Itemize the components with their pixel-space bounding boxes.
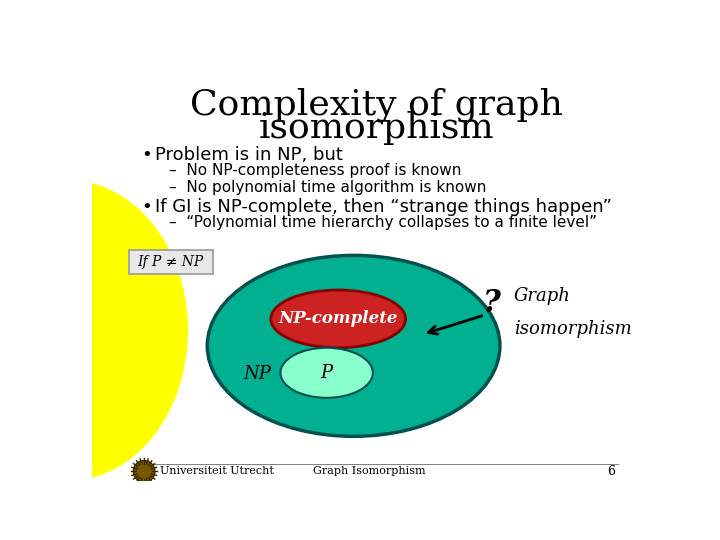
- Text: Graph: Graph: [514, 287, 571, 305]
- Text: If GI is NP-complete, then “strange things happen”: If GI is NP-complete, then “strange thin…: [155, 198, 612, 216]
- Ellipse shape: [281, 348, 373, 398]
- Text: –  “Polynomial time hierarchy collapses to a finite level”: – “Polynomial time hierarchy collapses t…: [168, 215, 597, 230]
- Ellipse shape: [133, 461, 155, 482]
- FancyBboxPatch shape: [129, 249, 212, 274]
- Text: •: •: [141, 198, 152, 216]
- Text: NP-complete: NP-complete: [279, 310, 398, 327]
- Ellipse shape: [271, 290, 405, 348]
- Text: Graph Isomorphism: Graph Isomorphism: [312, 467, 426, 476]
- Text: isomorphism: isomorphism: [514, 320, 631, 339]
- Text: •: •: [141, 146, 152, 164]
- Text: isomorphism: isomorphism: [259, 111, 495, 145]
- Text: Universiteit Utrecht: Universiteit Utrecht: [160, 467, 274, 476]
- Text: 6: 6: [608, 465, 616, 478]
- Text: P: P: [320, 364, 333, 382]
- Ellipse shape: [0, 180, 188, 481]
- Text: Complexity of graph: Complexity of graph: [190, 88, 563, 123]
- Ellipse shape: [207, 255, 500, 436]
- Text: Problem is in NP, but: Problem is in NP, but: [155, 146, 343, 164]
- Text: ?: ?: [483, 288, 501, 319]
- Text: –  No NP-completeness proof is known: – No NP-completeness proof is known: [168, 163, 462, 178]
- Text: NP: NP: [243, 366, 271, 383]
- Text: If P ≠ NP: If P ≠ NP: [138, 255, 204, 269]
- Text: –  No polynomial time algorithm is known: – No polynomial time algorithm is known: [168, 179, 486, 194]
